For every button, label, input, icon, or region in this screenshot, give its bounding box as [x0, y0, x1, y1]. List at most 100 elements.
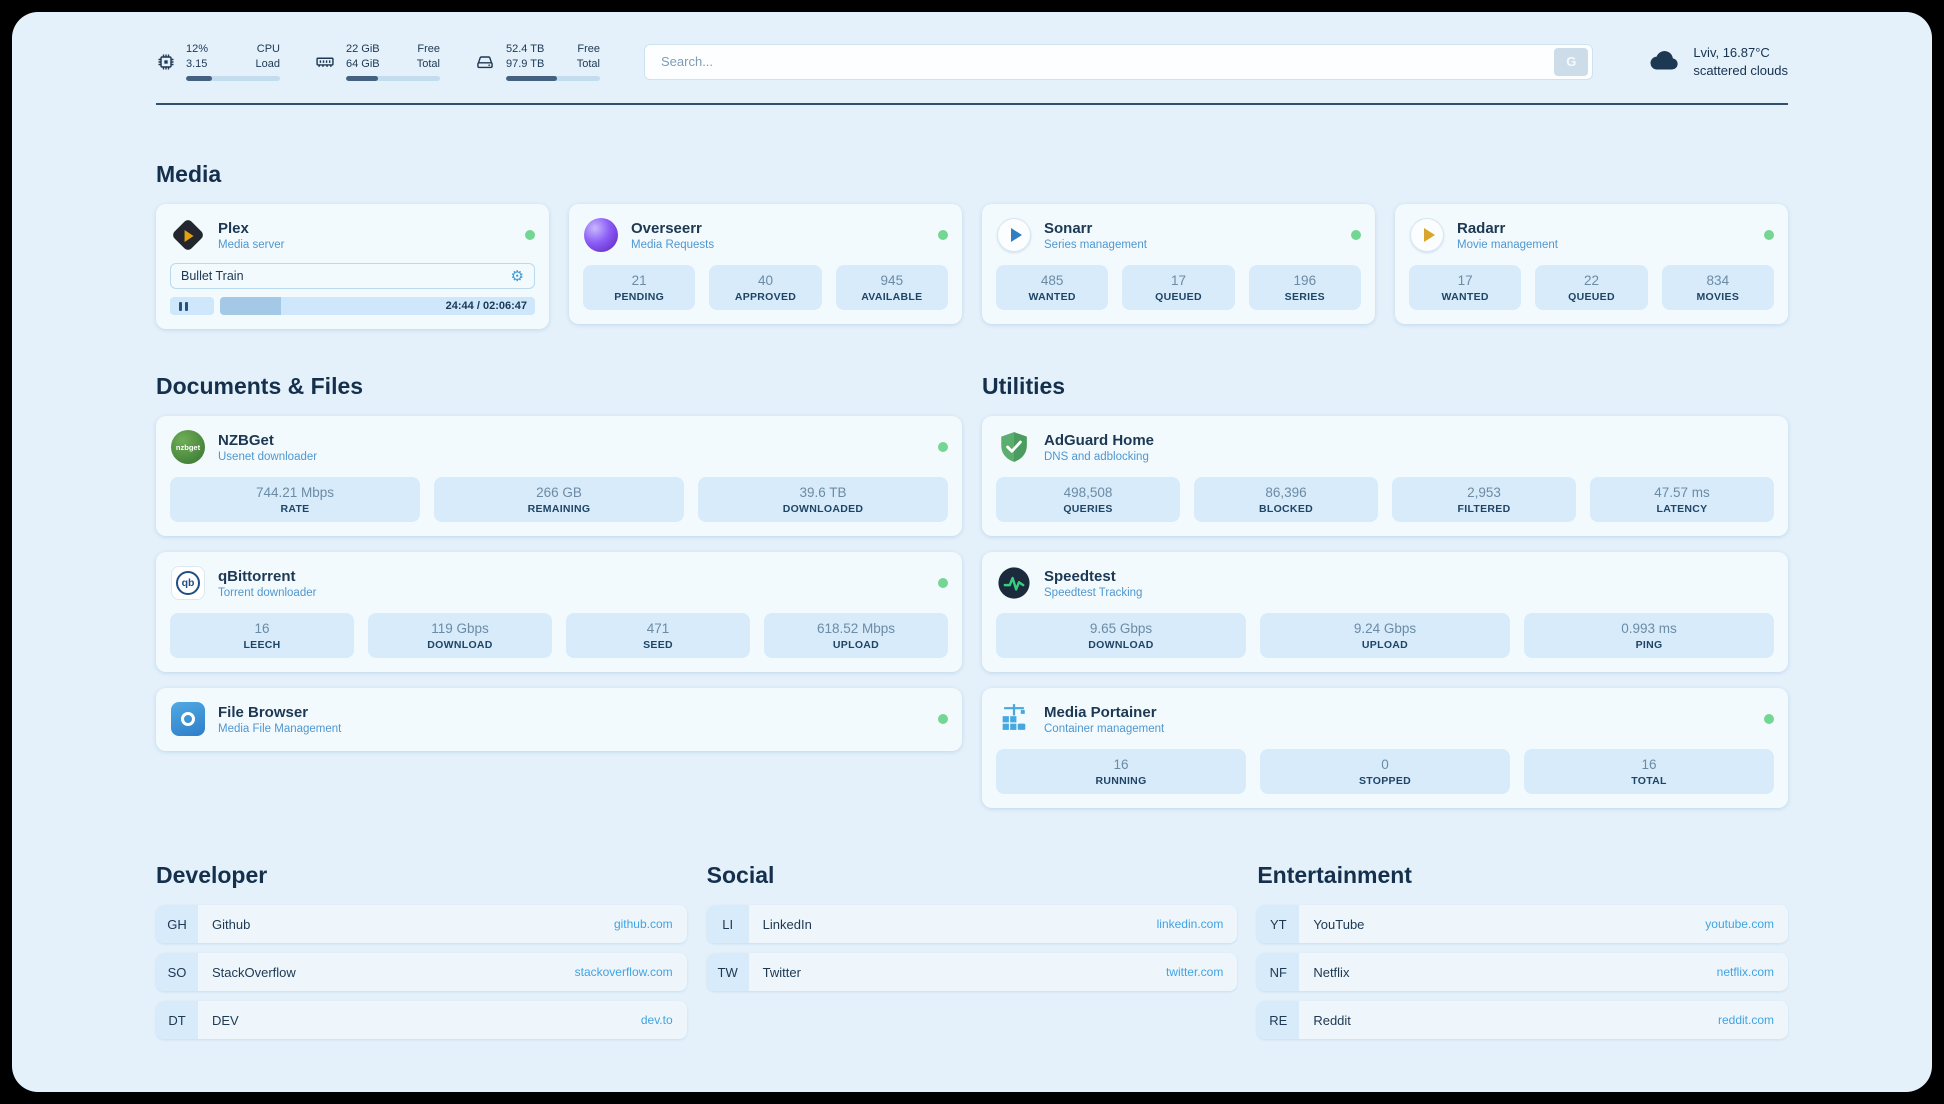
- bookmark-name: LinkedIn: [762, 916, 812, 932]
- bookmark-url: stackoverflow.com: [574, 965, 673, 979]
- service-card-filebrowser[interactable]: File Browser Media File Management: [156, 688, 962, 751]
- service-card-radarr[interactable]: Radarr Movie management 17 WANTED 22 QUE…: [1395, 204, 1788, 324]
- bookmark-url: dev.to: [640, 1013, 673, 1027]
- ram-monitor: 22 GiB 64 GiB Free Total: [314, 42, 440, 81]
- bookmark-url: reddit.com: [1717, 1013, 1774, 1027]
- bookmark-youtube[interactable]: YT YouTube youtube.com: [1257, 905, 1788, 943]
- plex-icon: [170, 217, 206, 253]
- bookmark-abbr: SO: [156, 953, 198, 991]
- section-title-documents: Documents & Files: [156, 373, 364, 399]
- cpu-load-value: 3.15: [186, 58, 208, 70]
- radarr-stat-movies: 834 MOVIES: [1661, 265, 1774, 310]
- utilities-section: Utilities: [982, 373, 1788, 808]
- qbittorrent-stat-leech: 16 LEECH: [170, 613, 354, 658]
- nzbget-stat-rate: 744.21 Mbps RATE: [170, 477, 420, 522]
- sonarr-icon: [996, 217, 1032, 253]
- portainer-stat-stopped: 0 STOPPED: [1260, 749, 1510, 794]
- section-title-developer: Developer: [156, 862, 268, 888]
- service-name: qBittorrent: [218, 567, 296, 585]
- adguard-stat-latency: 47.57 ms LATENCY: [1590, 477, 1774, 522]
- service-card-speedtest[interactable]: Speedtest Speedtest Tracking 9.65 Gbps D…: [982, 552, 1788, 672]
- bookmark-linkedin[interactable]: LI LinkedIn linkedin.com: [706, 905, 1238, 943]
- media-section: Media Plex Media server: [156, 161, 1788, 329]
- entertainment-section: Entertainment YT YouTube youtube.com NF …: [1257, 862, 1788, 1049]
- service-card-portainer[interactable]: Media Portainer Container management 16 …: [982, 688, 1788, 808]
- bookmark-github[interactable]: GH Github github.com: [156, 905, 687, 943]
- disk-total-label: Total: [576, 58, 600, 70]
- bookmark-abbr: TW: [706, 953, 749, 991]
- disk-monitor: 52.4 TB 97.9 TB Free Total: [474, 42, 600, 81]
- portainer-crane-icon: [996, 701, 1032, 737]
- bookmark-abbr: RE: [1257, 1001, 1300, 1039]
- bookmark-url: twitter.com: [1165, 965, 1224, 979]
- search-engine-button[interactable]: G: [1554, 47, 1589, 76]
- service-card-plex[interactable]: Plex Media server Bullet Train ⚙: [156, 204, 549, 329]
- bookmark-twitter[interactable]: TW Twitter twitter.com: [706, 953, 1238, 991]
- service-subtitle: Speedtest Tracking: [1044, 586, 1143, 599]
- service-subtitle: Media Requests: [631, 238, 715, 251]
- pause-button[interactable]: [170, 297, 214, 315]
- service-name: Speedtest: [1044, 567, 1116, 585]
- speedtest-stat-download: 9.65 Gbps DOWNLOAD: [996, 613, 1246, 658]
- service-name: File Browser: [218, 703, 309, 721]
- service-card-qbittorrent[interactable]: qb qBittorrent Torrent downloader 16: [156, 552, 962, 672]
- cpu-label: CPU: [256, 43, 280, 55]
- service-card-adguard[interactable]: AdGuard Home DNS and adblocking 498,508 …: [982, 416, 1788, 536]
- dashboard-page: 12% 3.15 CPU Load: [12, 12, 1932, 1092]
- section-title-utilities: Utilities: [982, 373, 1066, 399]
- speedtest-stat-ping: 0.993 ms PING: [1524, 613, 1774, 658]
- cpu-chip-icon: [156, 52, 176, 72]
- bookmark-abbr: NF: [1257, 953, 1300, 991]
- overseerr-stat-approved: 40 APPROVED: [709, 265, 822, 310]
- status-dot: [1764, 714, 1774, 724]
- sonarr-stat-wanted: 485 WANTED: [996, 265, 1109, 310]
- bookmark-reddit[interactable]: RE Reddit reddit.com: [1257, 1001, 1788, 1039]
- search-input[interactable]: [659, 53, 1555, 70]
- status-dot: [938, 714, 948, 724]
- gear-icon[interactable]: ⚙: [510, 267, 524, 285]
- bookmark-name: DEV: [212, 1012, 239, 1028]
- service-card-overseerr[interactable]: Overseerr Media Requests 21 PENDING 40 A…: [569, 204, 962, 324]
- service-subtitle: Movie management: [1457, 238, 1558, 251]
- ram-total-value: 64 GiB: [346, 58, 380, 70]
- service-card-sonarr[interactable]: Sonarr Series management 485 WANTED 17 Q…: [982, 204, 1375, 324]
- playback-time: 24:44 / 02:06:47: [445, 300, 527, 312]
- adguard-shield-icon: [996, 429, 1032, 465]
- ram-free-label: Free: [417, 43, 440, 55]
- section-title-entertainment: Entertainment: [1257, 862, 1412, 888]
- pause-icon: [179, 301, 182, 311]
- radarr-stat-queued: 22 QUEUED: [1535, 265, 1648, 310]
- bookmark-stackoverflow[interactable]: SO StackOverflow stackoverflow.com: [156, 953, 687, 991]
- search-bar[interactable]: G: [644, 43, 1594, 80]
- seek-bar[interactable]: 24:44 / 02:06:47: [220, 297, 535, 315]
- bookmark-abbr: DT: [156, 1001, 198, 1039]
- status-dot: [1764, 230, 1774, 240]
- cpu-monitor: 12% 3.15 CPU Load: [156, 42, 280, 81]
- adguard-stat-queries: 498,508 QUERIES: [996, 477, 1180, 522]
- cpu-load-label: Load: [255, 58, 280, 70]
- weather-widget: Lviv, 16.87°C scattered clouds: [1647, 44, 1788, 80]
- radarr-stat-wanted: 17 WANTED: [1409, 265, 1522, 310]
- service-name: Radarr: [1457, 219, 1506, 237]
- bookmark-url: youtube.com: [1705, 917, 1774, 931]
- cloud-icon: [1647, 45, 1683, 78]
- radarr-icon: [1409, 217, 1445, 253]
- bookmark-abbr: YT: [1257, 905, 1300, 943]
- now-playing-title: Bullet Train: [181, 269, 244, 283]
- bookmark-url: netflix.com: [1716, 965, 1774, 979]
- cpu-usage-value: 12%: [186, 43, 209, 55]
- service-subtitle: Torrent downloader: [218, 586, 317, 599]
- developer-section: Developer GH Github github.com SO StackO…: [156, 862, 687, 1049]
- harddrive-icon: [474, 52, 496, 72]
- cpu-progressbar: [186, 76, 280, 81]
- bookmark-name: Reddit: [1313, 1012, 1351, 1028]
- bookmark-dev[interactable]: DT DEV dev.to: [156, 1001, 687, 1039]
- bookmark-netflix[interactable]: NF Netflix netflix.com: [1257, 953, 1788, 991]
- sonarr-stat-queued: 17 QUEUED: [1122, 265, 1235, 310]
- service-card-nzbget[interactable]: nzbget NZBGet Usenet downloader 744.21 M…: [156, 416, 962, 536]
- overseerr-stat-available: 945 AVAILABLE: [835, 265, 948, 310]
- bookmark-name: Twitter: [762, 964, 801, 980]
- portainer-stat-running: 16 RUNNING: [996, 749, 1246, 794]
- portainer-stat-total: 16 TOTAL: [1524, 749, 1774, 794]
- service-subtitle: DNS and adblocking: [1044, 450, 1149, 463]
